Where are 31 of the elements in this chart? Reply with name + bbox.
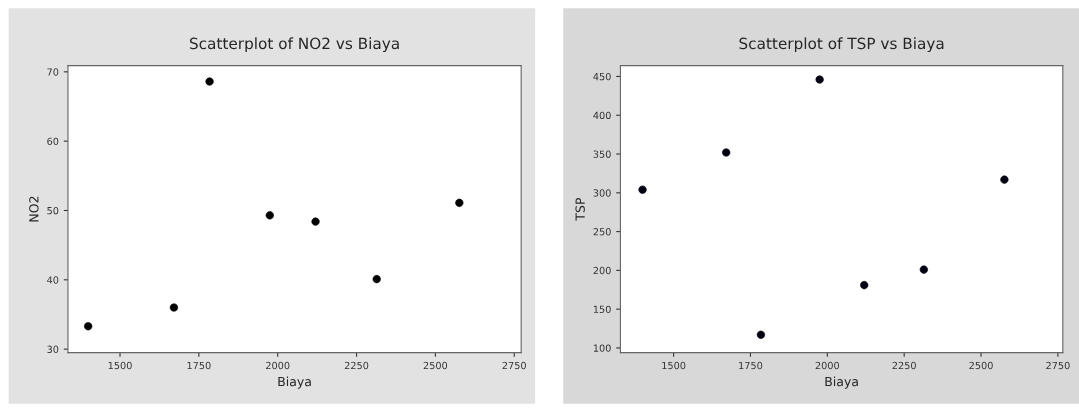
x-tick-label: 1500 [108,361,132,370]
y-tick-label: 50 [47,206,59,215]
chart-title: Scatterplot of NO2 vs Biaya [189,37,399,53]
x-tick-label: 2000 [815,361,840,370]
x-tick-label: 2750 [502,361,526,370]
x-tick-label: 2750 [1046,361,1070,370]
y-tick-label: 100 [593,344,611,352]
y-axis-title: TSP [575,197,585,221]
y-tick-label: 150 [593,305,611,313]
y-axis-title: NO2 [29,196,39,222]
x-tick-label: 2250 [344,361,369,370]
x-tick-label: 1500 [662,361,686,370]
x-tick-label: 1750 [187,361,211,370]
x-tick-label: 2500 [423,361,448,370]
y-tick-label: 450 [593,72,611,81]
y-tick-label: 300 [593,189,611,197]
x-tick-label: 1750 [739,361,763,370]
x-axis-title: Biaya [278,376,311,389]
y-tick-label: 30 [47,345,59,353]
y-tick-label: 400 [593,111,611,120]
x-tick-label: 2250 [892,361,916,370]
x-tick-label: 2500 [969,361,993,370]
y-tick-label: 200 [593,266,611,275]
x-tick-label: 2000 [266,361,290,370]
y-tick-label: 70 [47,68,59,76]
chart-title: Scatterplot of TSP vs Biaya [739,37,944,53]
y-tick-label: 40 [47,276,59,284]
y-tick-label: 60 [47,137,59,145]
y-tick-label: 350 [593,150,611,158]
x-axis-title: Biaya [825,376,858,389]
y-tick-label: 250 [593,228,611,236]
